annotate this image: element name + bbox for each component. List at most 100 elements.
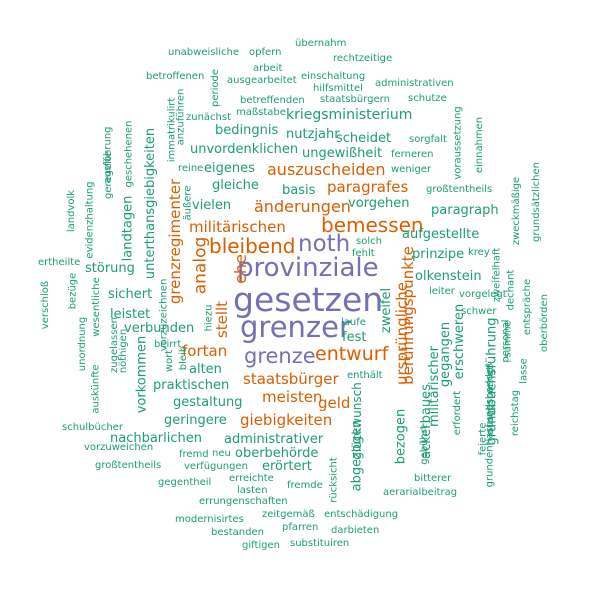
word-wort: wort [164, 349, 176, 373]
word-krey: krey [468, 247, 490, 258]
word-bleibend: bleibend [209, 234, 296, 258]
word-staatsbuerger: staatsbürger [243, 370, 339, 388]
word-bestanden: bestanden [211, 527, 264, 538]
word-geld: geld [318, 394, 351, 412]
word-praktischen: praktischen [153, 378, 230, 393]
word-reichstag: reichstag [510, 389, 522, 437]
word-fortan: fortan [182, 342, 228, 360]
word-grosstentheils-right: großtentheils [426, 184, 493, 195]
word-gegangen: gegangen [438, 321, 454, 388]
word-bleib: bleib [178, 345, 190, 371]
word-enthaelt: enthält [347, 370, 383, 381]
word-wesentliche: wesentliche [90, 277, 102, 337]
word-ungewissheit: ungewißheit [302, 146, 383, 161]
word-uebernahm: übernahm [295, 38, 347, 49]
word-pfarren: pfarren [282, 522, 319, 533]
word-vorgelegt: vorgelegt [459, 289, 507, 300]
word-gesetzen: gesetzen [233, 280, 384, 319]
word-lasten: lasten [237, 485, 268, 496]
word-anzufuehren: anzuführen [175, 88, 187, 146]
word-vielen: vielen [192, 198, 232, 213]
word-leistet: leistet [110, 307, 151, 322]
word-zweifelhaft: zweifelhaft [491, 247, 503, 303]
word-einschaltung: einschaltung [301, 71, 366, 82]
word-urspruengliche: ursprüngliche [393, 281, 412, 386]
word-arbeit: arbeit [253, 63, 283, 74]
word-ferneren: ferneren [391, 149, 434, 160]
word-nachbarlichen: nachbarlichen [110, 431, 203, 446]
word-grundsaetzlichen: grundsätzlichen [530, 162, 542, 242]
word-grenzregimenter: grenzregimenter [166, 178, 185, 305]
word-sichert: sichert [108, 287, 153, 302]
word-noth: noth [298, 231, 351, 257]
word-landtagen: landtagen [120, 195, 136, 262]
word-olkenstein: olkenstein [415, 269, 482, 284]
word-sorgfalt: sorgfalt [409, 134, 447, 145]
word-noethigen: nöthigen [118, 328, 130, 374]
word-auszuscheiden: auszuscheiden [267, 160, 386, 179]
word-entspraeche: entspräche [522, 278, 534, 336]
word-unordnung: unordnung [77, 316, 89, 372]
word-gleiche: gleiche [212, 178, 259, 193]
word-grenzer: grenzer [240, 310, 351, 344]
word-solch: solch [356, 236, 382, 247]
word-kriegsministerium: kriegsministerium [286, 107, 413, 123]
word-grenze: grenze [244, 344, 316, 368]
word-dechant: dechant [505, 269, 517, 311]
word-alten: alten [189, 362, 222, 377]
word-ausgearbeitet: ausgearbeitet [227, 75, 297, 86]
word-bedingnis: bedingnis [215, 123, 279, 138]
word-paragraph: paragraph [431, 203, 499, 218]
word-grundentlastungsbandes: grundentlastungsbandes [484, 362, 496, 488]
word-aeussere: äußere [182, 185, 194, 221]
word-provinziale: provinziale [237, 253, 379, 283]
word-vorgehen: vorgehen [348, 196, 410, 211]
word-gebuehrt: gebührt [418, 425, 430, 465]
word-fremde: fremde [287, 480, 323, 491]
word-hiezu: hiezu [203, 304, 215, 332]
word-gestaltung: gestaltung [173, 395, 243, 410]
word-geringere: geringere [164, 413, 227, 428]
word-entschaedigung: entschädigung [324, 509, 399, 520]
word-entwurf: entwurf [315, 343, 389, 365]
word-analog: analog [190, 236, 211, 295]
word-nutzjahr: nutzjahr [286, 127, 340, 142]
word-verbunden: verbunden [124, 321, 195, 336]
word-neu: neu [212, 448, 231, 459]
word-basis: basis [282, 183, 316, 198]
word-beirrt: beirrt [154, 339, 182, 350]
word-zunaechst: zunächst [186, 112, 232, 123]
word-lasse: lasse [518, 358, 530, 384]
word-administrativer: administrativer [224, 432, 324, 447]
word-bezuege: bezüge [67, 272, 79, 310]
word-zweifel: zweifel [379, 287, 395, 334]
word-fehlt: fehlt [352, 248, 375, 259]
word-militaerischen: militärischen [189, 218, 286, 236]
word-auskuenfte: auskünfte [90, 364, 102, 414]
word-prinzipe: prinzipe [412, 247, 465, 262]
word-schutze: schutze [408, 93, 447, 104]
word-staatsbuergern: staatsbürgern [320, 94, 390, 105]
word-unterthansgiebigkeiten: unterthansgiebigkeiten [143, 127, 159, 280]
word-reine: reine [178, 163, 204, 174]
word-eroertert: erörtert [262, 459, 312, 474]
word-rechtzeitige: rechtzeitige [333, 53, 393, 64]
word-evidenzhaltung: evidenzhaltung [84, 181, 96, 259]
word-modernisirtes: modernisirtes [175, 514, 244, 525]
word-gluckwunsch: glückwunsch [349, 382, 364, 460]
word-oberbehoerde: oberbehörde [235, 446, 319, 461]
word-gegentheil: gegentheil [158, 477, 212, 488]
word-errungenschaften: errungenschaften [199, 496, 288, 507]
word-bemessen: bemessen [321, 213, 424, 237]
word-vorzuweichen: vorzuweichen [84, 442, 154, 453]
word-verschloss: verschloß [40, 280, 52, 330]
word-bezogen: bezogen [393, 408, 409, 465]
word-ertheilte: ertheilte [38, 257, 81, 268]
word-leiter: leiter [429, 286, 455, 297]
word-personal: personal [500, 319, 512, 363]
word-aerarialbeitrag: aerarialbeitrag [383, 487, 458, 498]
word-zeitgemaess: zeitgemäß [262, 509, 315, 520]
word-erfordert: erfordert [452, 390, 464, 436]
word-stellt: stellt [213, 300, 232, 339]
